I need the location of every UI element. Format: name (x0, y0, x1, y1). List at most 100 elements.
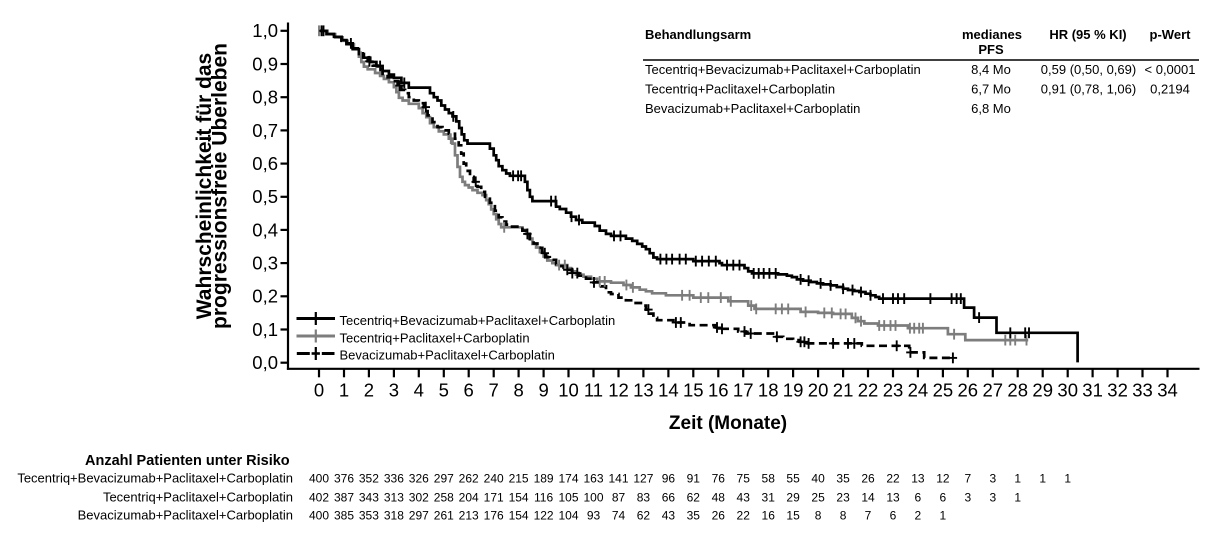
svg-text:297: 297 (409, 509, 429, 523)
svg-text:8: 8 (815, 509, 822, 523)
svg-text:105: 105 (558, 491, 578, 505)
svg-text:12: 12 (608, 380, 629, 401)
svg-text:1: 1 (1064, 472, 1071, 486)
svg-text:0,6: 0,6 (252, 153, 278, 174)
svg-text:96: 96 (662, 472, 676, 486)
svg-text:35: 35 (687, 509, 701, 523)
svg-text:0,9: 0,9 (252, 53, 278, 74)
svg-text:6: 6 (940, 491, 947, 505)
svg-text:21: 21 (833, 380, 854, 401)
svg-text:PFS: PFS (978, 42, 1004, 57)
svg-text:0,91 (0,78, 1,06): 0,91 (0,78, 1,06) (1041, 82, 1136, 97)
svg-text:343: 343 (359, 491, 379, 505)
svg-text:261: 261 (434, 509, 454, 523)
svg-text:30: 30 (1057, 380, 1078, 401)
svg-text:Anzahl Patienten unter Risiko: Anzahl Patienten unter Risiko (85, 453, 290, 469)
svg-text:22: 22 (858, 380, 879, 401)
svg-text:0,0: 0,0 (252, 352, 278, 373)
svg-text:24: 24 (908, 380, 929, 401)
svg-text:93: 93 (587, 509, 601, 523)
svg-text:141: 141 (608, 472, 628, 486)
svg-text:318: 318 (384, 509, 404, 523)
svg-text:43: 43 (662, 509, 676, 523)
svg-text:34: 34 (1157, 380, 1178, 401)
svg-text:58: 58 (762, 472, 776, 486)
svg-text:387: 387 (334, 491, 354, 505)
svg-text:353: 353 (359, 509, 379, 523)
svg-text:0,59 (0,50, 0,69): 0,59 (0,50, 0,69) (1041, 62, 1136, 77)
svg-text:0,5: 0,5 (252, 186, 278, 207)
svg-text:215: 215 (509, 472, 529, 486)
svg-text:Tecentriq+Paclitaxel+Carboplat: Tecentriq+Paclitaxel+Carboplatin (103, 490, 293, 505)
svg-text:medianes: medianes (962, 27, 1022, 42)
svg-text:27: 27 (983, 380, 1004, 401)
svg-text:55: 55 (786, 472, 800, 486)
svg-text:6: 6 (915, 491, 922, 505)
svg-text:< 0,0001: < 0,0001 (1145, 62, 1196, 77)
svg-text:7: 7 (489, 380, 499, 401)
svg-text:352: 352 (359, 472, 379, 486)
svg-text:Tecentriq+Bevacizumab+Paclitax: Tecentriq+Bevacizumab+Paclitaxel+Carbopl… (17, 471, 293, 486)
svg-text:0: 0 (314, 380, 324, 401)
svg-text:22: 22 (886, 472, 900, 486)
svg-text:Bevacizumab+Paclitaxel+Carbopl: Bevacizumab+Paclitaxel+Carboplatin (78, 508, 293, 523)
svg-text:3: 3 (964, 491, 971, 505)
svg-text:13: 13 (911, 472, 925, 486)
svg-text:5: 5 (439, 380, 449, 401)
svg-text:6,8 Mo: 6,8 Mo (971, 101, 1011, 116)
svg-text:26: 26 (712, 509, 726, 523)
svg-text:20: 20 (808, 380, 829, 401)
svg-text:29: 29 (786, 491, 800, 505)
svg-text:Bevacizumab+Paclitaxel+Carbopl: Bevacizumab+Paclitaxel+Carboplatin (645, 101, 860, 116)
svg-text:19: 19 (783, 380, 804, 401)
svg-text:3: 3 (389, 380, 399, 401)
svg-text:76: 76 (712, 472, 726, 486)
svg-text:40: 40 (811, 472, 825, 486)
svg-text:385: 385 (334, 509, 354, 523)
svg-text:1: 1 (940, 509, 947, 523)
svg-text:1: 1 (1014, 491, 1021, 505)
svg-text:83: 83 (637, 491, 651, 505)
svg-text:11: 11 (584, 380, 603, 401)
svg-text:Tecentriq+Bevacizumab+Paclitax: Tecentriq+Bevacizumab+Paclitaxel+Carbopl… (340, 313, 616, 328)
svg-text:Behandlungsarm: Behandlungsarm (645, 27, 751, 42)
svg-text:3: 3 (989, 491, 996, 505)
svg-text:400: 400 (309, 472, 329, 486)
svg-text:Zeit (Monate): Zeit (Monate) (669, 413, 787, 434)
svg-text:14: 14 (658, 380, 679, 401)
svg-text:16: 16 (708, 380, 729, 401)
svg-text:127: 127 (633, 472, 653, 486)
svg-text:Tecentriq+Paclitaxel+Carboplat: Tecentriq+Paclitaxel+Carboplatin (340, 330, 530, 345)
svg-text:35: 35 (836, 472, 850, 486)
svg-text:6,7 Mo: 6,7 Mo (971, 82, 1011, 97)
svg-text:326: 326 (409, 472, 429, 486)
svg-text:74: 74 (612, 509, 626, 523)
svg-text:154: 154 (509, 509, 529, 523)
svg-text:91: 91 (687, 472, 701, 486)
svg-text:progressionsfreie Überleben: progressionsfreie Überleben (209, 43, 232, 329)
svg-text:0,7: 0,7 (252, 120, 278, 141)
svg-text:16: 16 (762, 509, 776, 523)
svg-text:104: 104 (558, 509, 578, 523)
svg-text:7: 7 (865, 509, 872, 523)
svg-text:0,1: 0,1 (252, 319, 278, 340)
svg-text:23: 23 (883, 380, 904, 401)
svg-text:376: 376 (334, 472, 354, 486)
svg-text:22: 22 (737, 509, 751, 523)
svg-text:240: 240 (484, 472, 504, 486)
svg-text:258: 258 (434, 491, 454, 505)
svg-text:171: 171 (484, 491, 504, 505)
svg-text:174: 174 (558, 472, 578, 486)
svg-text:1: 1 (1014, 472, 1021, 486)
svg-text:25: 25 (811, 491, 825, 505)
svg-text:15: 15 (786, 509, 800, 523)
svg-text:213: 213 (459, 509, 479, 523)
svg-text:402: 402 (309, 491, 329, 505)
svg-text:100: 100 (583, 491, 603, 505)
svg-text:0,2: 0,2 (252, 286, 278, 307)
svg-text:HR (95 % KI): HR (95 % KI) (1049, 27, 1126, 42)
svg-text:8,4 Mo: 8,4 Mo (971, 62, 1011, 77)
svg-text:4: 4 (414, 380, 424, 401)
svg-text:1: 1 (339, 380, 349, 401)
svg-text:62: 62 (637, 509, 651, 523)
